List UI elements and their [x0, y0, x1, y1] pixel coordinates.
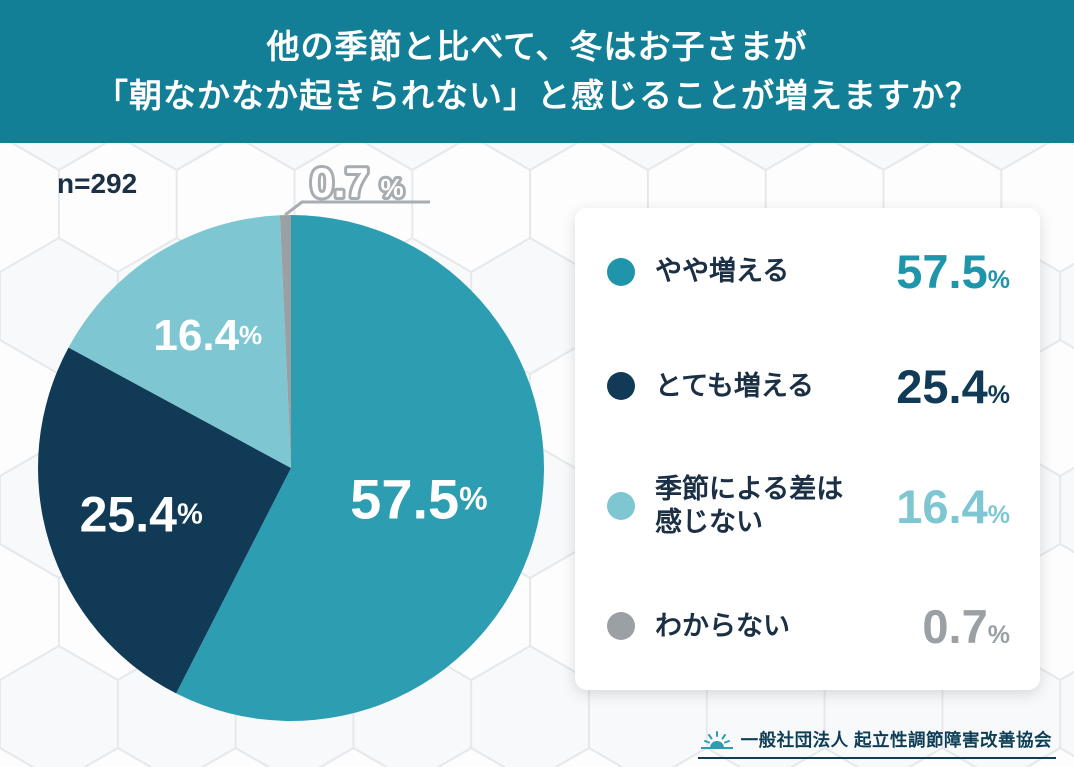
legend-value-number: 16.4 — [896, 479, 988, 533]
pie-slice-0 — [176, 215, 545, 721]
pie-slice-3 — [279, 214, 291, 468]
header-title-line1: 他の季節と比べて、冬はお子さまが — [266, 28, 808, 66]
callout-label: 0.7 % — [310, 159, 403, 206]
footer: 一般社団法人 起立性調節障害改善協会 — [697, 727, 1056, 759]
legend-row: とても増える 25.4% — [607, 359, 1010, 414]
legend-value-number: 25.4 — [896, 359, 988, 413]
legend-unit: % — [987, 380, 1010, 409]
pie-labels-group: 57.5% 25.4% 16.4% — [80, 311, 488, 543]
legend-row: わからない 0.7% — [607, 599, 1010, 654]
legend-value: 57.5% — [896, 244, 1010, 299]
pie-slice-2 — [68, 215, 291, 468]
legend-value-number: 57.5 — [896, 245, 988, 298]
legend-label: わからない — [655, 611, 790, 642]
pie-label-0: 57.5% — [350, 467, 487, 530]
legend-unit: % — [987, 500, 1010, 529]
legend-value: 0.7% — [922, 599, 1010, 654]
legend-dot — [607, 372, 635, 401]
legend-row: 季節による差は 感じない 16.4% — [607, 473, 1010, 539]
pie-label-1: 25.4% — [80, 487, 203, 543]
legend-dot — [607, 492, 635, 521]
header-banner: 他の季節と比べて、冬はお子さまが 「朝なかなか起きられない」と感じることが増えま… — [0, 0, 1074, 143]
pie-slices-group — [37, 214, 545, 721]
pie-slice-1 — [37, 347, 291, 694]
legend-value: 25.4% — [896, 359, 1010, 414]
org-name: 一般社団法人 起立性調節障害改善協会 — [740, 730, 1052, 750]
legend-label: とても増える — [655, 370, 815, 401]
legend-row: やや増える 57.5% — [607, 244, 1010, 299]
legend-dot — [607, 612, 635, 641]
sun-icon — [700, 730, 733, 749]
legend-unit: % — [987, 266, 1010, 294]
pie-chart: 0.7 % 57.5% 25.4% 16.4% — [37, 156, 545, 721]
legend-dot — [607, 257, 635, 286]
legend-value-number: 0.7 — [922, 599, 988, 653]
legend-unit: % — [987, 620, 1010, 649]
pie-label-2: 16.4% — [153, 311, 262, 360]
legend-label: やや増える — [655, 256, 790, 287]
legend-label: 季節による差は 感じない — [655, 474, 844, 538]
legend-value: 16.4% — [896, 479, 1010, 534]
callout-unit: % — [380, 173, 403, 203]
sample-size-label: n=292 — [57, 168, 138, 199]
callout-line — [284, 200, 430, 217]
header-title-line2: 「朝なかなか起きられない」と感じることが増えますか？ — [95, 77, 979, 114]
callout-value: 0.7 — [310, 159, 368, 206]
legend-card: やや増える 57.5% とても増える 25.4% 季節による差は 感じない 16… — [575, 208, 1040, 690]
